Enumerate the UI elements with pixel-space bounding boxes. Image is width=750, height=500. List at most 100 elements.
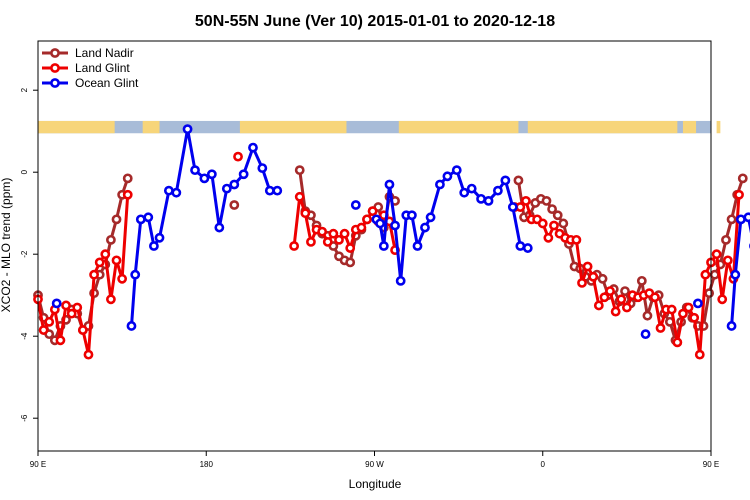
land-glint-point <box>106 294 116 305</box>
ocean-glint-point <box>199 173 210 184</box>
land-glint-point <box>605 286 615 296</box>
land-glint-point <box>61 300 71 311</box>
land-glint-point <box>521 195 531 206</box>
land-nadir-point <box>620 286 630 296</box>
land-glint-point <box>117 273 128 284</box>
legend-swatch-marker <box>50 78 60 88</box>
y-tick-label: -4 <box>20 332 29 340</box>
land-glint-point <box>345 243 356 253</box>
ocean-glint-point <box>640 329 651 340</box>
land-nadir-point <box>111 214 122 225</box>
land-glint-point <box>734 189 744 200</box>
land-glint-point <box>700 269 711 280</box>
ocean-glint-line <box>130 127 278 327</box>
y-tick-label: 2 <box>20 87 29 92</box>
land-glint-point <box>593 300 604 311</box>
land-glint-point <box>672 337 683 348</box>
ocean-glint-point <box>466 183 477 194</box>
ocean-glint-point <box>149 241 159 251</box>
legend-item-land-glint: Land Glint <box>42 61 130 75</box>
ocean-glint-point <box>459 187 470 198</box>
land-nadir-point <box>726 214 737 225</box>
land-glint-point <box>83 349 94 360</box>
land-glint-point <box>122 189 133 200</box>
land-nadir-point <box>636 275 647 286</box>
land-glint-point <box>537 218 548 229</box>
land-glint-point <box>689 312 700 323</box>
land-nadir-point <box>709 269 720 280</box>
land-nadir-point <box>541 195 552 206</box>
ocean-glint-point <box>163 185 174 196</box>
land-glint-point <box>717 294 728 305</box>
ocean-glint-point <box>126 321 137 331</box>
y-tick-label: 0 <box>20 169 29 174</box>
land-glint-point <box>77 325 88 335</box>
ocean-glint-point <box>221 183 232 194</box>
legend-swatch-marker <box>50 48 60 58</box>
land-glint-point <box>334 234 344 245</box>
land-glint-point <box>100 249 111 260</box>
land-band-segment <box>398 120 519 134</box>
ocean-glint-point <box>515 241 526 251</box>
land-ocean-band <box>38 120 721 134</box>
series-land-glint <box>33 151 744 360</box>
ocean-glint-point <box>522 243 533 253</box>
ocean-glint-point <box>492 185 503 196</box>
land-nadir-point <box>229 200 240 210</box>
series-ocean-glint <box>51 124 750 340</box>
land-glint-point <box>89 269 99 280</box>
land-nadir-point <box>597 273 608 284</box>
legend-item-land-nadir: Land Nadir <box>42 46 134 60</box>
land-glint-point <box>711 249 722 260</box>
land-band-segment <box>239 120 347 134</box>
land-band-segment <box>527 120 678 134</box>
ocean-glint-point <box>130 269 141 280</box>
ocean-glint-point <box>451 165 462 176</box>
ocean-glint-point <box>483 195 494 206</box>
land-glint-point <box>339 228 350 239</box>
ocean-glint-point <box>214 222 225 233</box>
ocean-glint-point <box>406 210 417 221</box>
x-tick-label: 180 <box>200 460 214 469</box>
ocean-glint-line <box>730 215 750 327</box>
ocean-glint-point <box>350 200 361 210</box>
land-nadir-point <box>552 210 563 221</box>
land-glint-point <box>328 228 339 239</box>
ocean-glint-point <box>736 214 746 225</box>
legend-item-ocean-glint: Ocean Glint <box>42 76 139 90</box>
land-nadir-point <box>642 310 653 321</box>
land-glint-point <box>683 302 694 313</box>
land-glint-point <box>72 302 83 313</box>
ocean-glint-point <box>171 187 182 198</box>
land-glint-point <box>571 234 582 245</box>
x-tick-label: 90 W <box>365 460 384 469</box>
land-glint-point <box>616 294 627 305</box>
land-glint-point <box>621 302 632 313</box>
land-glint-point <box>543 232 554 243</box>
land-nadir-point <box>558 218 569 229</box>
land-glint-point <box>300 208 311 219</box>
ocean-glint-point <box>264 185 275 196</box>
land-nadir-point <box>737 173 748 184</box>
ocean-glint-point <box>390 220 400 231</box>
land-glint-point <box>55 335 66 346</box>
legend-swatch-marker <box>50 63 60 73</box>
series-layer <box>33 124 750 360</box>
land-glint-point <box>610 306 621 317</box>
ocean-glint-point <box>135 214 146 225</box>
land-glint-point <box>294 191 305 202</box>
land-glint-point <box>44 316 55 327</box>
ocean-glint-point <box>743 212 750 223</box>
land-glint-point <box>549 220 559 231</box>
land-glint-point <box>317 226 328 237</box>
ocean-glint-point <box>206 169 217 180</box>
x-axis-ticks: 90 E 180 90 W 0 90 E <box>30 451 719 469</box>
ocean-glint-point <box>726 321 737 331</box>
ocean-glint-point <box>143 212 154 223</box>
land-nadir-point <box>106 234 116 245</box>
land-glint-point <box>666 304 677 315</box>
land-band-segment <box>682 120 697 134</box>
ocean-glint-point <box>730 269 741 280</box>
